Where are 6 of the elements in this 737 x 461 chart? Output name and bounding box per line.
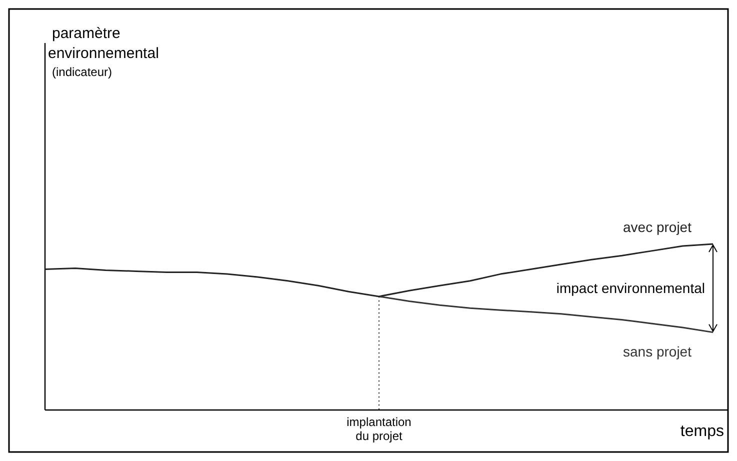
text: implantation du projet — [346, 415, 412, 443]
series-label: avec projet — [623, 219, 692, 235]
annotation: impact environnemental — [556, 280, 705, 296]
x-axis-title: temps — [680, 423, 724, 440]
text: paramètre environnemental (indicateur) — [48, 25, 159, 79]
series-label: sans projet — [623, 343, 692, 360]
